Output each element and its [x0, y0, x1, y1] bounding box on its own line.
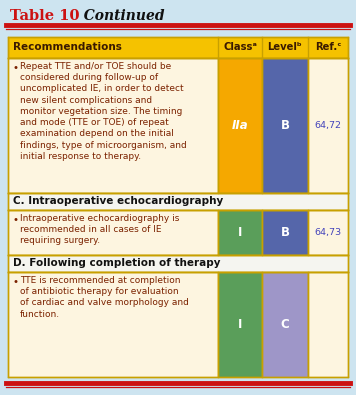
Text: Repeat TTE and/or TOE should be
considered during follow-up of
uncomplicated IE,: Repeat TTE and/or TOE should be consider…: [20, 62, 187, 161]
Bar: [8, 193, 348, 210]
Bar: [8, 272, 218, 377]
Text: IIa: IIa: [232, 119, 248, 132]
Text: I: I: [238, 318, 242, 331]
Bar: [8, 37, 348, 58]
Bar: [262, 58, 308, 193]
Bar: [262, 210, 308, 255]
Bar: [262, 272, 308, 377]
Text: •: •: [12, 277, 18, 287]
Text: B: B: [281, 119, 289, 132]
Text: C. Intraoperative echocardiography: C. Intraoperative echocardiography: [13, 196, 223, 207]
Text: 64,73: 64,73: [314, 228, 341, 237]
Text: •: •: [12, 63, 18, 73]
Text: B: B: [281, 226, 289, 239]
Text: Levelᵇ: Levelᵇ: [268, 43, 302, 53]
Bar: [308, 58, 348, 193]
Text: Table 10: Table 10: [10, 9, 79, 23]
Bar: [8, 255, 348, 272]
Text: 64,72: 64,72: [314, 121, 341, 130]
Bar: [8, 210, 218, 255]
Text: Intraoperative echocardiography is
recommended in all cases of IE
requiring surg: Intraoperative echocardiography is recom…: [20, 214, 179, 245]
Bar: [308, 272, 348, 377]
Text: •: •: [12, 215, 18, 225]
Text: D. Following completion of therapy: D. Following completion of therapy: [13, 258, 220, 269]
Bar: [8, 58, 218, 193]
Bar: [218, 58, 262, 193]
Text: Classᵃ: Classᵃ: [223, 43, 257, 53]
Text: TTE is recommended at completion
of antibiotic therapy for evaluation
of cardiac: TTE is recommended at completion of anti…: [20, 276, 189, 319]
Text: Ref.ᶜ: Ref.ᶜ: [315, 43, 341, 53]
Text: C: C: [281, 318, 289, 331]
Bar: [308, 210, 348, 255]
Text: Continued: Continued: [74, 9, 164, 23]
Bar: [218, 210, 262, 255]
Text: I: I: [238, 226, 242, 239]
Bar: [218, 272, 262, 377]
Text: Recommendations: Recommendations: [13, 43, 122, 53]
